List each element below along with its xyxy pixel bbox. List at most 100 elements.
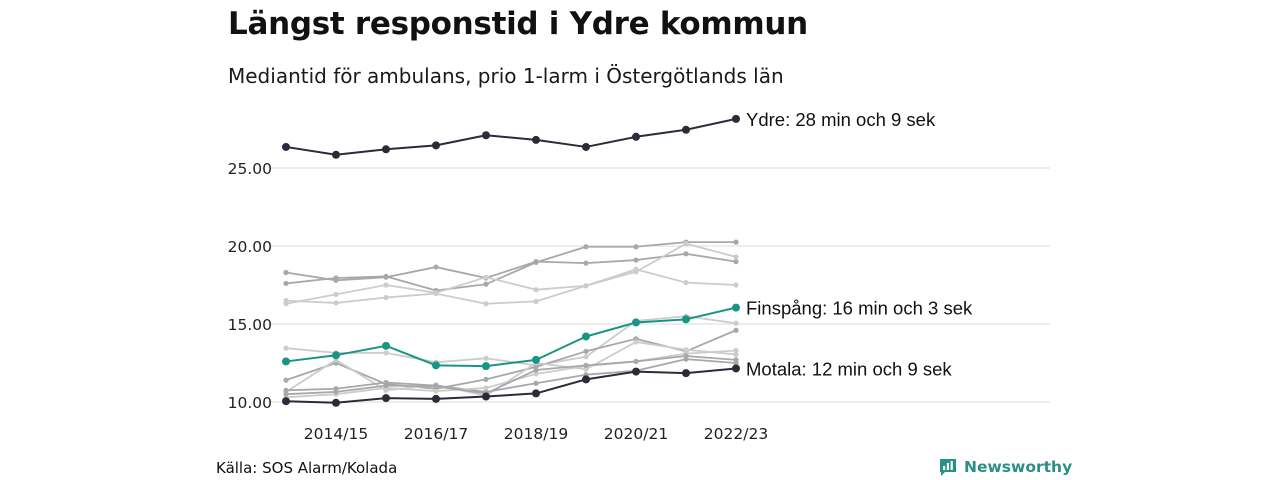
data-point (682, 125, 690, 134)
data-point (282, 397, 290, 406)
data-point (683, 347, 689, 353)
data-point (432, 141, 440, 150)
data-point (383, 383, 389, 389)
series-line (285, 341, 737, 397)
data-point (633, 257, 639, 263)
data-point (632, 318, 640, 327)
data-point (482, 131, 490, 140)
y-axis-ticks: 10.00 15.00 20.00 25.00 (228, 160, 272, 412)
x-tick-label: 2016/17 (404, 425, 468, 443)
data-point (333, 300, 339, 306)
data-point (483, 274, 489, 280)
data-point (383, 273, 389, 280)
data-point (332, 351, 340, 360)
end-label-ydre: Ydre: 28 min och 9 sek (746, 109, 936, 130)
data-point (283, 377, 289, 383)
series-ydre (282, 114, 740, 159)
background-series-3 (283, 241, 739, 307)
highlighted-series (282, 114, 740, 407)
series-line (285, 252, 737, 282)
y-tick-label: 25.00 (228, 160, 272, 178)
data-point (633, 244, 639, 250)
end-labels: Ydre: 28 min och 9 sek Finspång: 16 min o… (746, 109, 973, 380)
data-point (332, 398, 340, 407)
data-point (682, 315, 690, 324)
data-point (583, 354, 589, 360)
end-label-motala: Motala: 12 min och 9 sek (746, 358, 952, 379)
data-point (633, 269, 639, 275)
data-point (732, 114, 740, 123)
chart-title: Längst responstid i Ydre kommun (228, 6, 808, 42)
series-line (285, 315, 737, 367)
data-point (533, 380, 539, 386)
data-point (333, 291, 339, 297)
x-axis-ticks: 2014/15 2016/17 2018/19 2020/21 2022/23 (304, 425, 768, 443)
series-line (285, 306, 737, 368)
data-point (383, 294, 389, 301)
data-point (533, 259, 539, 265)
series-line (285, 117, 737, 156)
source-note: Källa: SOS Alarm/Kolada (216, 459, 398, 477)
data-point (583, 244, 589, 250)
newsworthy-icon (940, 459, 956, 476)
data-point (433, 383, 439, 389)
data-point (332, 150, 340, 159)
data-point (483, 281, 489, 287)
data-point (483, 376, 489, 382)
data-point (433, 290, 439, 297)
data-point (432, 394, 440, 403)
end-label-finspng: Finspång: 16 min och 3 sek (746, 298, 973, 319)
data-point (533, 287, 539, 293)
data-point (383, 350, 389, 356)
data-point (382, 341, 390, 350)
series-motala (282, 364, 740, 407)
y-tick-label: 15.00 (228, 316, 272, 334)
brand-name: Newsworthy (964, 458, 1073, 476)
data-point (433, 264, 439, 270)
data-point (283, 387, 289, 393)
x-tick-label: 2022/23 (704, 425, 768, 443)
x-tick-label: 2020/21 (604, 425, 668, 443)
data-point (633, 339, 639, 345)
data-point (582, 375, 590, 384)
data-point (283, 298, 289, 304)
data-point (583, 260, 589, 266)
data-point (583, 283, 589, 289)
data-point (683, 251, 689, 257)
data-point (632, 367, 640, 376)
series-line (285, 268, 737, 305)
data-point (732, 364, 740, 373)
series-line (285, 242, 737, 305)
data-point (733, 351, 739, 358)
data-point (383, 282, 389, 288)
data-point (532, 389, 540, 398)
data-point (583, 348, 589, 354)
data-point (533, 298, 539, 304)
series-line (285, 367, 737, 404)
series-line (285, 358, 737, 393)
data-point (482, 392, 490, 401)
gridlines (270, 167, 1050, 403)
data-point (283, 280, 289, 287)
data-point (282, 142, 290, 151)
data-point (532, 135, 540, 144)
data-point (282, 357, 290, 366)
data-point (733, 347, 739, 354)
data-point (433, 388, 439, 394)
data-point (733, 254, 739, 260)
y-tick-label: 10.00 (228, 394, 272, 412)
data-point (483, 385, 489, 391)
data-point (283, 269, 289, 276)
background-series-4 (283, 313, 739, 368)
data-point (483, 355, 489, 361)
x-tick-label: 2014/15 (304, 425, 368, 443)
x-tick-label: 2018/19 (504, 425, 568, 443)
data-point (582, 142, 590, 151)
data-point (533, 371, 539, 377)
series-line (285, 355, 737, 396)
data-point (682, 369, 690, 378)
data-point (583, 362, 589, 368)
series-line (285, 241, 736, 292)
data-point (333, 275, 339, 281)
